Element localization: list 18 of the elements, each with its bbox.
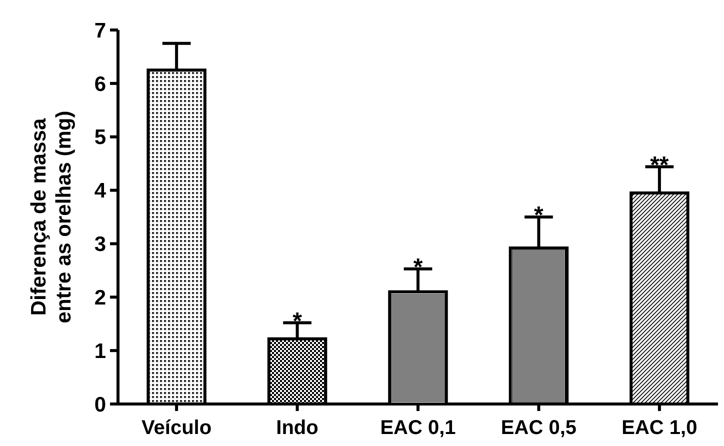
annotation: * — [292, 308, 303, 335]
x-tick-label: EAC 0,1 — [380, 417, 456, 439]
x-tick-label: Veículo — [142, 417, 212, 439]
y-tick-label: 3 — [94, 233, 106, 256]
y-axis-title: Diferença de massa entre as orelhas (mg) — [28, 110, 76, 324]
y-tick-label: 0 — [94, 393, 106, 416]
y-tick-label: 6 — [94, 72, 106, 96]
annotation: * — [534, 202, 544, 229]
x-tick-label: EAC 1,0 — [622, 417, 698, 439]
annotation: * — [413, 254, 424, 281]
y-tick-label: 2 — [94, 286, 106, 310]
y-tick-label: 5 — [94, 126, 106, 150]
x-tick-label: Indo — [276, 417, 318, 439]
y-tick-label: 7 — [94, 19, 106, 42]
annotation: ** — [650, 152, 670, 179]
x-tick-label: EAC 0,5 — [500, 417, 577, 439]
y-tick-label: 4 — [94, 180, 106, 203]
y-tick-label: 1 — [94, 340, 106, 363]
